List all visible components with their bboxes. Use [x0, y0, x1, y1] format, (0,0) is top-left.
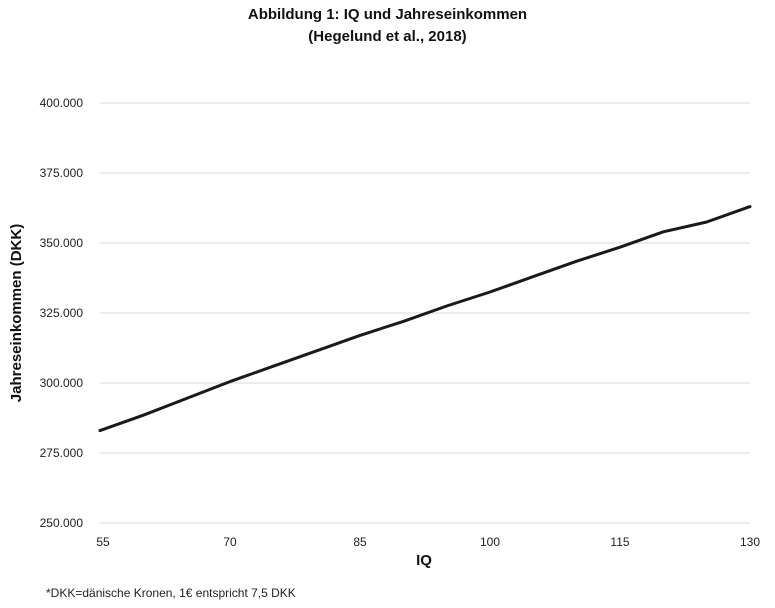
chart-title: Abbildung 1: IQ und Jahreseinkommen	[247, 6, 528, 23]
chart-title-block: Abbildung 1: IQ und Jahreseinkommen (Heg…	[0, 4, 775, 48]
chart-subtitle: (Hegelund et al., 2018)	[308, 28, 467, 45]
x-tick-label: 55	[96, 535, 110, 549]
footnote: *DKK=dänische Kronen, 1€ entspricht 7,5 …	[46, 586, 296, 600]
x-tick-label: 115	[610, 535, 629, 549]
y-tick-label: 250.000	[40, 516, 84, 530]
y-tick-label: 350.000	[40, 236, 84, 250]
x-tick-label: 100	[480, 535, 500, 549]
x-axis-title: IQ	[416, 552, 432, 569]
x-axis-ticks: 55 70 85 100 115 130	[96, 535, 760, 549]
y-tick-label: 275.000	[40, 446, 84, 460]
y-tick-label: 325.000	[40, 306, 84, 320]
y-tick-label: 300.000	[40, 376, 84, 390]
series-layer	[98, 205, 752, 433]
y-axis-title: Jahreseinkommen (DKK)	[8, 224, 25, 402]
gridlines	[100, 102, 750, 524]
x-tick-label: 70	[223, 535, 237, 549]
y-tick-label: 400.000	[40, 96, 84, 110]
x-tick-label: 130	[740, 535, 760, 549]
series-line	[98, 205, 752, 433]
x-tick-label: 85	[353, 535, 367, 549]
y-tick-label: 375.000	[40, 166, 84, 180]
y-axis-ticks: 250.000 275.000 300.000 325.000 350.000 375.0…	[40, 96, 84, 530]
